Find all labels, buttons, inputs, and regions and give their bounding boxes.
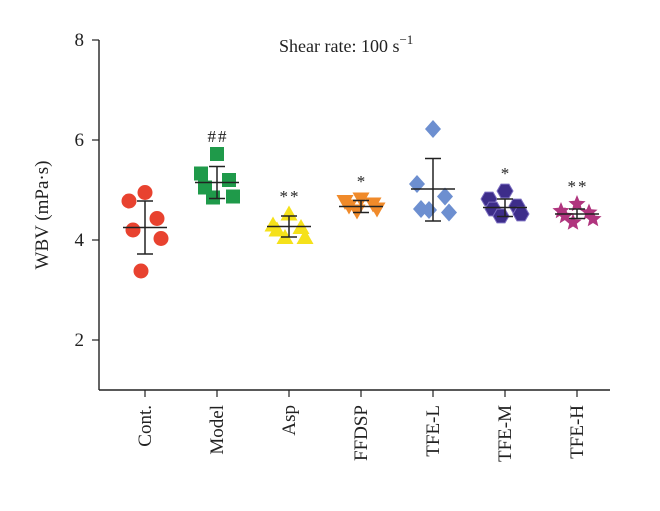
data-point [222,173,236,187]
y-tick-label: 8 [75,30,85,51]
data-point [133,263,149,279]
group-cont- [121,185,169,279]
data-point [296,229,314,244]
x-tick-label: TFE-M [495,405,516,462]
group-asp: ** [264,187,314,244]
group-tfe-l [409,120,457,222]
data-point [568,195,586,212]
y-tick-label: 4 [75,230,85,251]
chart-title: Shear rate: 100 s−1 [279,32,413,56]
y-axis-title: WBV (mPa·s) [32,161,53,270]
group-tfe-h: ** [552,177,602,230]
data-point [425,120,441,138]
data-groups: ##*** *** [121,120,602,279]
data-point [210,147,224,161]
data-point [153,231,169,246]
data-point [437,187,453,206]
x-tick-label: Cont. [135,405,156,447]
significance-label: ** [568,177,589,196]
significance-label: * [501,164,512,183]
data-point [409,175,425,193]
significance-label: ** [280,187,301,206]
data-point [137,185,153,200]
y-ticks: 2 4 6 8 [75,30,99,351]
y-tick-label: 6 [75,130,85,151]
significance-label: * [357,172,368,191]
x-tick-label: Model [207,405,228,455]
data-point [496,183,514,199]
data-point [125,222,141,238]
data-point [206,190,220,205]
x-tick-label: Asp [279,405,300,436]
chart-title-text: Shear rate: 100 s [279,36,399,56]
data-point [512,206,530,222]
data-point [368,202,386,218]
x-tick-label: TFE-L [423,405,444,457]
data-point [121,193,137,209]
significance-label: ## [208,127,229,146]
group-tfe-m: * [480,164,530,224]
chart-title-superscript: −1 [399,32,413,47]
data-point [149,211,165,226]
data-point [268,221,286,237]
data-point [226,189,240,204]
data-point [441,203,457,222]
x-ticks: Cont. Model Asp FFDSP TFE-L TFE-M TFE-H [135,390,588,462]
x-tick-label: FFDSP [351,405,372,461]
axes [98,40,610,391]
group-ffdsp: * [336,172,386,220]
x-tick-label: TFE-H [567,405,588,459]
group-model: ## [194,127,240,205]
data-point [564,213,582,230]
data-point [194,166,208,181]
y-tick-label: 2 [75,330,85,351]
data-point [584,210,602,227]
